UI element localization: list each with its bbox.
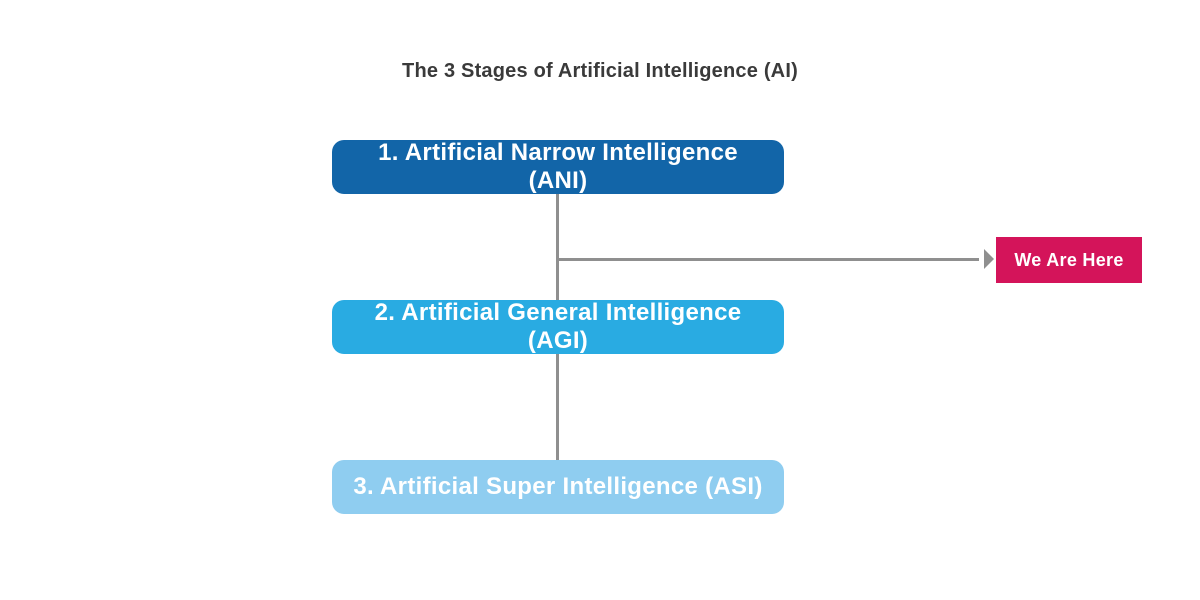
diagram-canvas: The 3 Stages of Artificial Intelligence … [0,0,1200,600]
connector-ani-agi [556,194,559,300]
stage-label-asi: 3. Artificial Super Intelligence (ASI) [353,473,762,501]
callout-label: We Are Here [1014,250,1123,271]
stage-label-ani: 1. Artificial Narrow Intelligence (ANI) [346,139,770,195]
connector-to-callout [559,258,979,261]
stage-box-agi: 2. Artificial General Intelligence (AGI) [332,300,784,354]
arrowhead-callout [984,249,994,269]
stage-box-ani: 1. Artificial Narrow Intelligence (ANI) [332,140,784,194]
connector-agi-asi [556,354,559,460]
stage-box-asi: 3. Artificial Super Intelligence (ASI) [332,460,784,514]
stage-label-agi: 2. Artificial General Intelligence (AGI) [346,299,770,355]
callout-we-are-here: We Are Here [996,237,1142,283]
diagram-title: The 3 Stages of Artificial Intelligence … [0,60,1200,83]
